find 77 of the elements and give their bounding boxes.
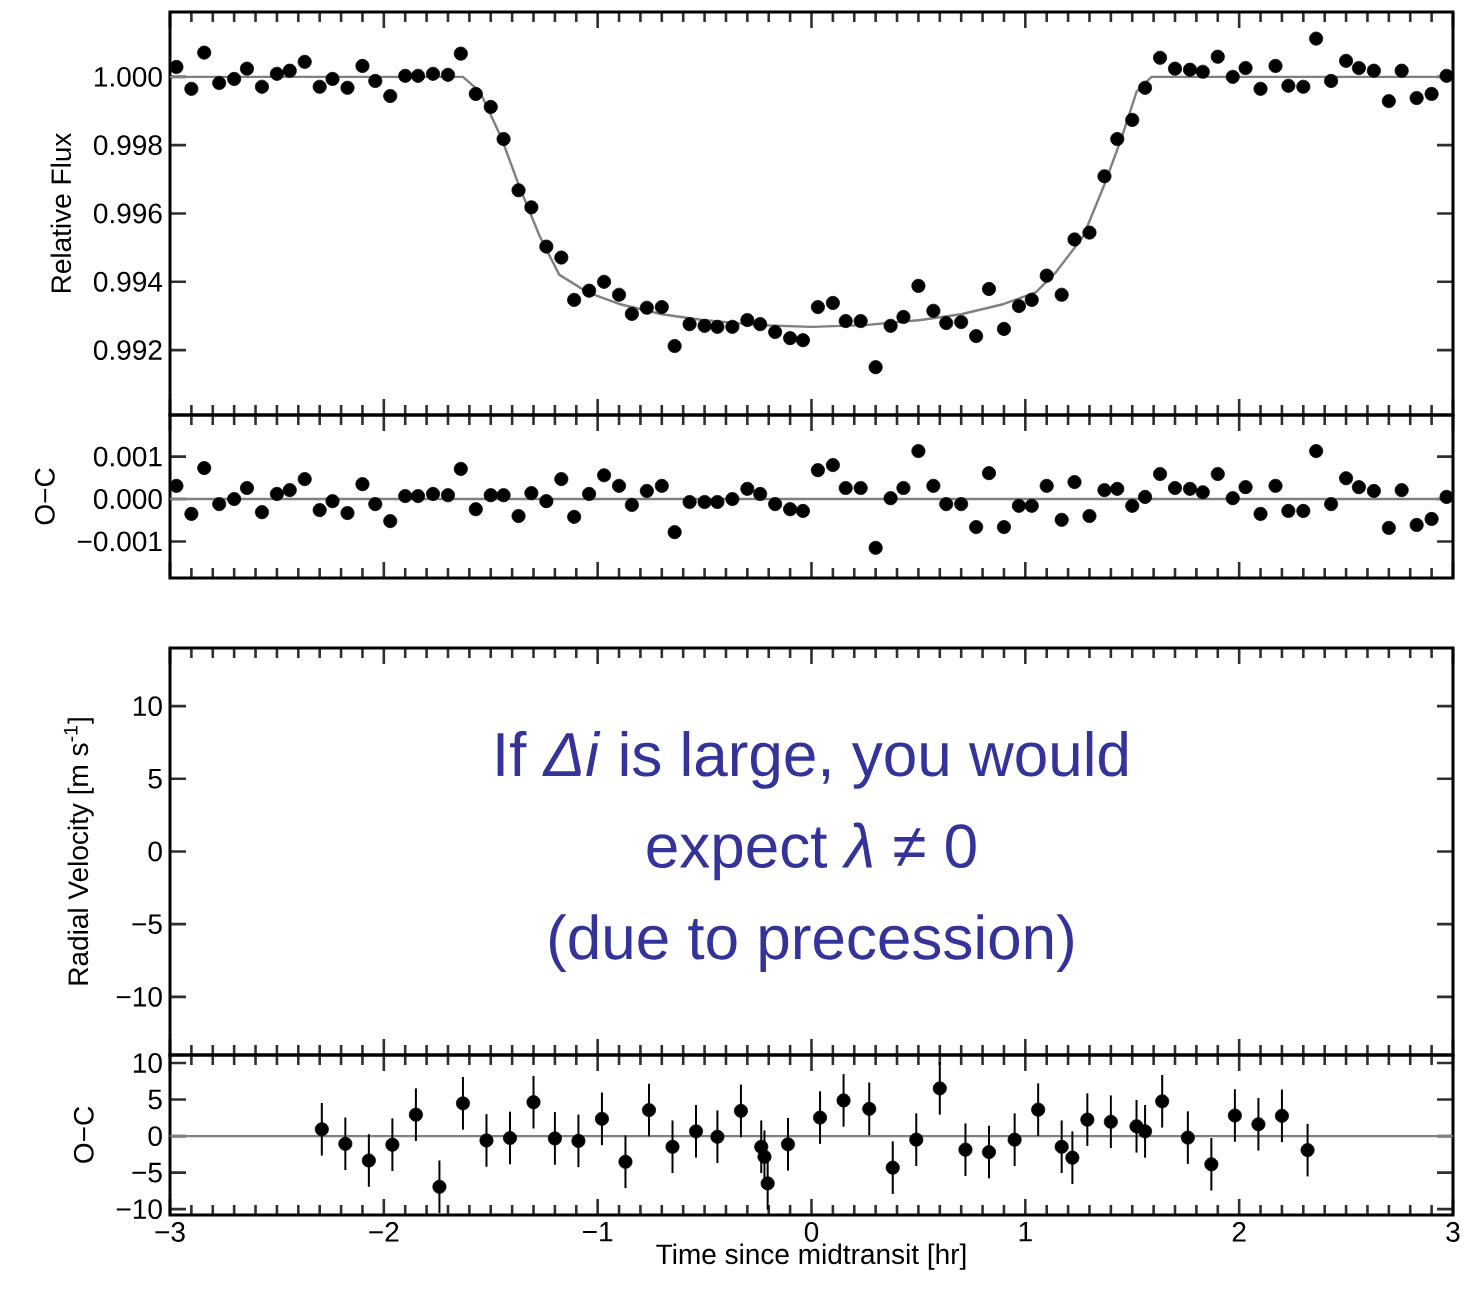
point	[547, 1131, 562, 1146]
point	[641, 1103, 656, 1118]
point	[385, 1137, 400, 1152]
point	[1054, 1139, 1069, 1154]
point	[710, 1129, 725, 1144]
point	[1031, 1102, 1046, 1117]
y-tick-label: −10	[116, 986, 162, 1007]
point	[1138, 1124, 1153, 1139]
x-tick-label: 0	[804, 1222, 819, 1242]
point	[1007, 1132, 1022, 1147]
point	[1204, 1157, 1219, 1172]
x-tick-label: −3	[155, 1222, 185, 1242]
point	[733, 1103, 748, 1118]
point	[432, 1179, 447, 1194]
point	[836, 1093, 851, 1108]
point	[665, 1139, 680, 1154]
point	[981, 1145, 996, 1160]
x-tick-label: 1	[1019, 1222, 1032, 1242]
y-tick-label: 0.996	[93, 203, 162, 224]
point	[594, 1111, 609, 1126]
point	[1227, 1108, 1242, 1123]
point	[932, 1081, 947, 1096]
point	[1251, 1117, 1266, 1132]
annotation: expect λ ≠ 0	[647, 822, 976, 881]
point	[813, 1110, 828, 1125]
y-tick-label: −5	[132, 1162, 162, 1183]
y-tick-label: 0.001	[93, 446, 162, 467]
point	[1274, 1108, 1289, 1123]
point	[885, 1160, 900, 1175]
point	[526, 1095, 541, 1110]
point	[1080, 1112, 1095, 1127]
y-tick-label: 1.000	[95, 66, 162, 87]
x-tick-label: −1	[583, 1222, 613, 1242]
y-tick-label: 0.994	[93, 271, 163, 292]
point	[361, 1153, 376, 1168]
y-tick-label: 0	[148, 841, 162, 862]
point	[958, 1142, 973, 1157]
point	[757, 1149, 772, 1164]
y-tick-label: 0	[148, 1126, 162, 1146]
point	[780, 1137, 795, 1152]
x-axis-title: Time since midtransit [hr]	[656, 1243, 966, 1270]
point	[455, 1096, 470, 1111]
y-tick-label: −10	[116, 1199, 162, 1220]
y-tick-label: −5	[132, 914, 162, 934]
y-axis-title: O−C	[34, 468, 55, 525]
point	[502, 1130, 517, 1145]
y-axis-title: Radial Velocity [m s$^{-1}$]	[63, 718, 94, 985]
y-tick-label: 5	[148, 1089, 162, 1110]
point	[1155, 1094, 1170, 1109]
point	[862, 1101, 877, 1116]
point	[571, 1133, 586, 1148]
y-tick-label: 10	[133, 1053, 162, 1073]
point	[479, 1133, 494, 1148]
y-tick-label: −0.001	[77, 531, 162, 552]
y-tick-label: 10	[133, 696, 162, 717]
point	[1103, 1114, 1118, 1129]
point	[314, 1122, 329, 1137]
point	[760, 1176, 775, 1191]
y-tick-label: 5	[148, 769, 162, 789]
y-tick-label: 0.998	[93, 135, 162, 156]
point	[338, 1136, 353, 1151]
x-tick-label: −2	[369, 1222, 399, 1242]
point	[909, 1132, 924, 1147]
point	[1300, 1143, 1315, 1158]
point	[1065, 1150, 1080, 1165]
point	[689, 1124, 704, 1139]
y-tick-label: 0.992	[93, 340, 162, 361]
x-tick-label: 3	[1446, 1222, 1460, 1242]
point	[618, 1154, 633, 1169]
point	[1180, 1130, 1195, 1145]
y-axis-title: O−C	[73, 1106, 94, 1163]
y-tick-label: 0.000	[93, 489, 162, 509]
point	[408, 1107, 423, 1122]
x-tick-label: 2	[1232, 1222, 1246, 1242]
annotation: (due to precession)	[549, 914, 1073, 972]
annotation: If Δi is large, you would	[497, 730, 1127, 789]
y-axis-title: Relative Flux	[50, 132, 72, 293]
